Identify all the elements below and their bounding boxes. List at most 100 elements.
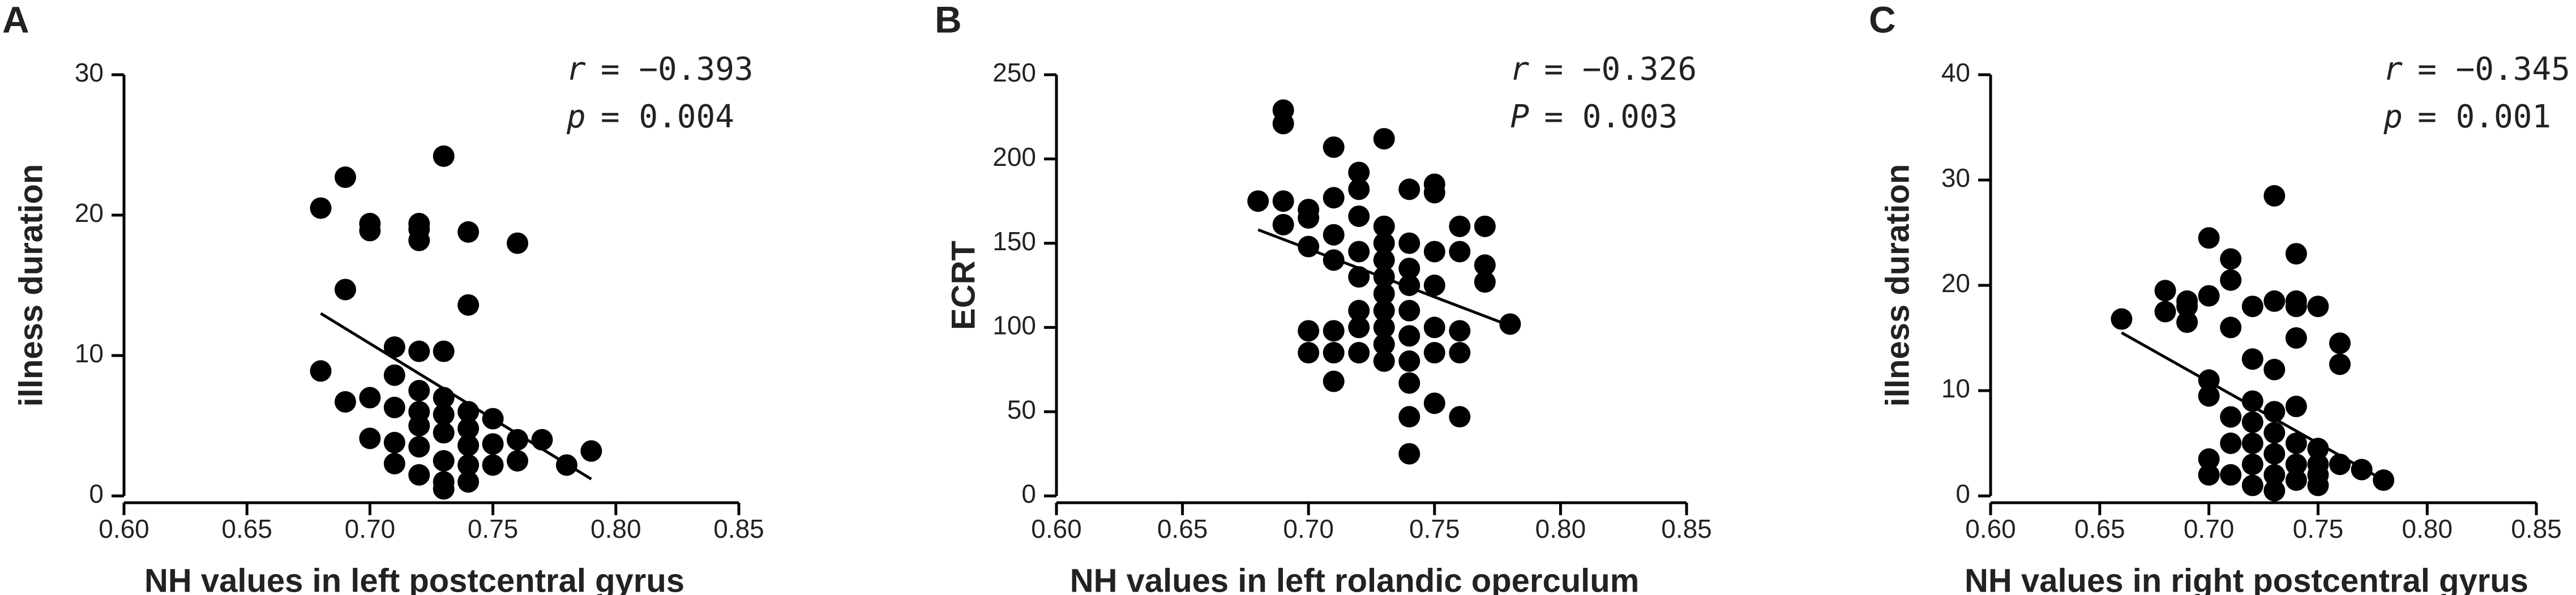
point bbox=[1398, 443, 1420, 465]
point bbox=[2285, 296, 2307, 318]
y-tick-label: 0 bbox=[1021, 479, 1036, 508]
point bbox=[433, 422, 455, 444]
point bbox=[2220, 248, 2242, 270]
point bbox=[2285, 453, 2307, 476]
point bbox=[2220, 406, 2242, 428]
x-tick-label: 0.75 bbox=[468, 514, 519, 543]
annotation-symbol: r bbox=[1510, 51, 1529, 88]
point bbox=[507, 429, 529, 451]
point bbox=[2241, 411, 2263, 433]
x-tick-label: 0.65 bbox=[221, 514, 272, 543]
point bbox=[2198, 464, 2220, 486]
point bbox=[2241, 433, 2263, 454]
point bbox=[1423, 316, 1445, 339]
annotation-text: = 0.001 bbox=[2417, 99, 2551, 135]
point bbox=[334, 279, 356, 301]
annotation-symbol: r bbox=[2384, 51, 2403, 88]
point bbox=[1323, 249, 1345, 271]
point bbox=[1449, 320, 1471, 342]
point bbox=[2285, 243, 2307, 265]
point bbox=[1373, 232, 1395, 254]
point bbox=[2263, 464, 2286, 486]
annotation-symbol: P bbox=[1510, 99, 1529, 135]
y-tick-label: 50 bbox=[1007, 395, 1036, 424]
point bbox=[1348, 316, 1370, 339]
point bbox=[2220, 316, 2242, 339]
point bbox=[383, 364, 405, 386]
point bbox=[482, 454, 504, 476]
point bbox=[2154, 280, 2176, 302]
point bbox=[1323, 187, 1345, 209]
x-tick-label: 0.60 bbox=[99, 514, 149, 543]
point bbox=[2176, 296, 2198, 318]
y-tick-label: 20 bbox=[1941, 268, 1970, 298]
x-tick-label: 0.60 bbox=[1031, 514, 1082, 543]
x-tick-label: 0.75 bbox=[2293, 514, 2344, 543]
point bbox=[1423, 275, 1445, 296]
point bbox=[2241, 453, 2263, 476]
point bbox=[1373, 299, 1395, 322]
point bbox=[1423, 241, 1445, 263]
point bbox=[408, 415, 430, 436]
point bbox=[433, 450, 455, 472]
point bbox=[1423, 392, 1445, 414]
y-tick-label: 0 bbox=[1955, 479, 1970, 508]
point bbox=[482, 433, 504, 455]
point bbox=[1423, 182, 1445, 204]
panel-label: C bbox=[1869, 0, 1896, 40]
point bbox=[1323, 342, 1345, 364]
x-tick-label: 0.70 bbox=[2184, 514, 2235, 543]
x-axis-title: NH values in left rolandic operculum bbox=[1070, 562, 1640, 595]
x-tick-label: 0.85 bbox=[2511, 514, 2562, 543]
x-tick-label: 0.70 bbox=[1283, 514, 1334, 543]
point bbox=[359, 427, 381, 450]
point bbox=[1449, 241, 1471, 263]
y-tick-label: 10 bbox=[1941, 374, 1970, 403]
point bbox=[2263, 358, 2286, 380]
x-tick-label: 0.80 bbox=[1535, 514, 1586, 543]
point bbox=[1373, 282, 1395, 305]
point bbox=[383, 431, 405, 453]
point bbox=[2198, 285, 2220, 307]
point bbox=[2285, 469, 2307, 491]
annotation-text: = −0.326 bbox=[1544, 51, 1697, 88]
point bbox=[1499, 313, 1521, 335]
point bbox=[2111, 308, 2133, 330]
point bbox=[2198, 448, 2220, 470]
point bbox=[1449, 342, 1471, 364]
point bbox=[1398, 406, 1420, 428]
point bbox=[1449, 215, 1471, 237]
point bbox=[1348, 161, 1370, 183]
fit-line bbox=[2121, 331, 2385, 482]
point bbox=[457, 417, 480, 439]
point bbox=[1398, 178, 1420, 200]
point bbox=[408, 464, 430, 486]
y-tick-label: 200 bbox=[992, 142, 1036, 172]
y-tick-label: 150 bbox=[992, 226, 1036, 256]
y-tick-label: 20 bbox=[75, 198, 104, 228]
point bbox=[1474, 271, 1496, 293]
x-tick-label: 0.65 bbox=[2074, 514, 2125, 543]
x-tick-label: 0.80 bbox=[2402, 514, 2453, 543]
point bbox=[1449, 406, 1471, 428]
x-tick-label: 0.85 bbox=[713, 514, 764, 543]
point bbox=[1272, 113, 1294, 135]
point bbox=[2198, 385, 2220, 407]
point bbox=[1323, 320, 1345, 342]
point bbox=[1323, 370, 1345, 392]
point bbox=[2285, 327, 2307, 349]
y-axis-title: illness duration bbox=[1879, 164, 1916, 407]
point bbox=[1323, 224, 1345, 246]
x-axis-title: NH values in left postcentral gyrus bbox=[144, 562, 684, 595]
point bbox=[1474, 254, 1496, 276]
y-axis-title: illness duration bbox=[12, 164, 49, 407]
point bbox=[2307, 296, 2329, 318]
fit-line bbox=[1257, 228, 1511, 327]
point bbox=[408, 380, 430, 401]
point bbox=[408, 218, 430, 240]
point bbox=[334, 391, 356, 413]
y-tick-label: 40 bbox=[1941, 58, 1970, 87]
point bbox=[408, 340, 430, 362]
y-tick-label: 10 bbox=[75, 339, 104, 368]
point bbox=[1298, 320, 1320, 342]
